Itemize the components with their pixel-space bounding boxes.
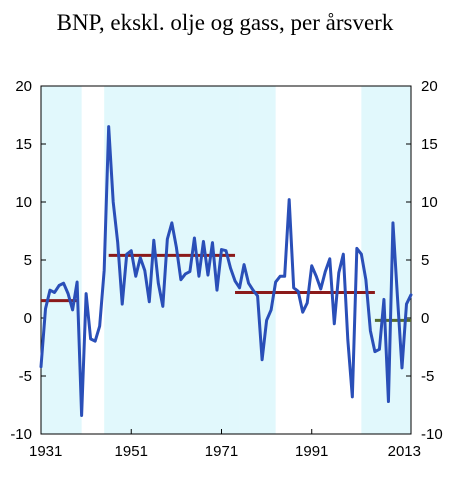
y-tick-label: 5 <box>421 252 429 269</box>
y-tick-label: 10 <box>421 194 438 211</box>
y-tick-label: 15 <box>421 136 438 153</box>
y-tick-label: 0 <box>24 310 32 327</box>
shaded-band <box>239 86 276 434</box>
series-group <box>39 125 413 417</box>
x-tick-label: 2013 <box>388 443 421 460</box>
y-tick-label: 20 <box>421 78 438 95</box>
y-axis-left: -10 -5 0 5 10 15 20 <box>10 78 46 443</box>
y-tick-label: 5 <box>24 252 32 269</box>
y-axis-right: -10 -5 0 5 10 15 20 <box>406 78 443 443</box>
y-tick-label: 15 <box>15 136 32 153</box>
y-tick-label: -5 <box>19 368 32 385</box>
x-tick-label: 1991 <box>295 443 328 460</box>
series-line <box>39 125 413 417</box>
x-axis: 1931 1951 1971 1991 2013 <box>29 429 421 460</box>
shaded-band <box>41 86 82 434</box>
x-tick-label: 1971 <box>205 443 238 460</box>
chart-title: BNP, ekskl. olje og gass, per årsverk <box>56 10 394 35</box>
x-tick-label: 1951 <box>115 443 148 460</box>
y-tick-label: 20 <box>15 78 32 95</box>
x-tick-label: 1931 <box>29 443 62 460</box>
y-tick-label: -5 <box>421 368 434 385</box>
y-tick-label: 0 <box>421 310 429 327</box>
y-tick-label: -10 <box>421 426 443 443</box>
y-tick-label: 10 <box>15 194 32 211</box>
y-tick-label: -10 <box>10 426 32 443</box>
